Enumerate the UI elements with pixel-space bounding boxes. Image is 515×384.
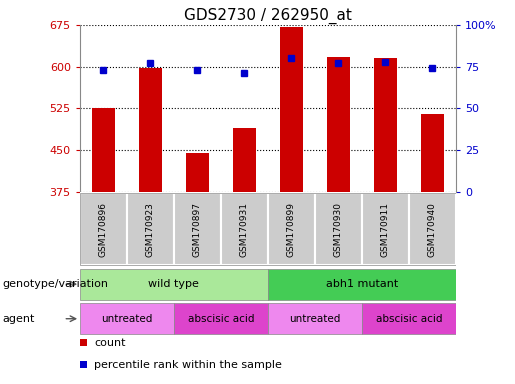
Bar [362,303,456,334]
Text: GSM170923: GSM170923 [146,202,155,257]
Text: untreated: untreated [101,314,152,324]
Text: GSM170930: GSM170930 [334,202,343,257]
Bar [80,194,127,265]
Text: abscisic acid: abscisic acid [187,314,254,324]
Bar [221,194,268,265]
Bar [421,114,444,192]
Bar [362,194,408,265]
Title: GDS2730 / 262950_at: GDS2730 / 262950_at [184,7,352,23]
Bar [280,26,303,192]
Text: GSM170899: GSM170899 [287,202,296,257]
Text: wild type: wild type [148,279,199,289]
Bar [92,108,115,192]
Bar [373,58,397,192]
Text: abscisic acid: abscisic acid [375,314,442,324]
Bar [268,269,456,300]
Bar [174,194,220,265]
Bar [409,194,456,265]
Text: GSM170940: GSM170940 [428,202,437,257]
Text: count: count [94,338,126,348]
Bar [268,303,362,334]
Text: GSM170911: GSM170911 [381,202,390,257]
Text: GSM170897: GSM170897 [193,202,202,257]
Bar [185,153,209,192]
Bar [233,128,256,192]
Text: percentile rank within the sample: percentile rank within the sample [94,360,282,370]
Text: genotype/variation: genotype/variation [3,279,109,289]
Bar [139,68,162,192]
Bar [315,194,362,265]
Bar [174,303,268,334]
Text: GSM170896: GSM170896 [99,202,108,257]
Text: untreated: untreated [289,314,340,324]
Text: GSM170931: GSM170931 [240,202,249,257]
Bar [327,57,350,192]
Bar [127,194,174,265]
Bar [268,194,315,265]
Bar [80,269,268,300]
Text: agent: agent [3,314,35,324]
Bar [80,303,174,334]
Text: abh1 mutant: abh1 mutant [325,279,398,289]
